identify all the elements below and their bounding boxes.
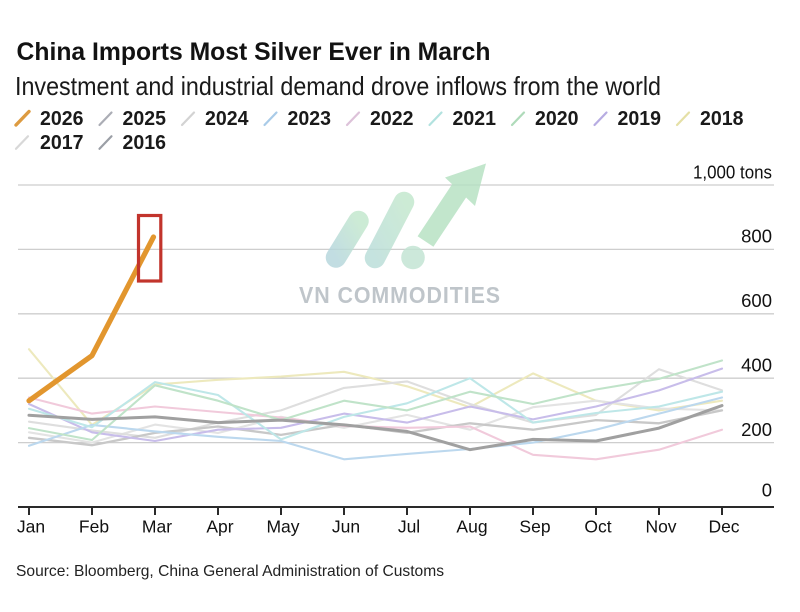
svg-text:400: 400 <box>741 355 772 376</box>
svg-text:Investment and industrial dema: Investment and industrial demand drove i… <box>15 71 661 101</box>
svg-text:Nov: Nov <box>645 517 676 537</box>
svg-text:200: 200 <box>741 419 772 440</box>
svg-text:Oct: Oct <box>584 517 611 537</box>
svg-text:Apr: Apr <box>206 517 233 537</box>
svg-text:2016: 2016 <box>123 132 167 154</box>
svg-text:800: 800 <box>741 226 772 247</box>
svg-text:Mar: Mar <box>142 517 172 537</box>
svg-text:2026: 2026 <box>40 108 84 130</box>
svg-text:Jul: Jul <box>398 517 420 537</box>
svg-text:Dec: Dec <box>708 517 739 537</box>
svg-text:2024: 2024 <box>205 108 249 130</box>
svg-text:2025: 2025 <box>123 108 167 130</box>
svg-text:2019: 2019 <box>618 108 662 130</box>
svg-text:2020: 2020 <box>535 108 579 130</box>
svg-text:2022: 2022 <box>370 108 414 130</box>
svg-text:Jun: Jun <box>332 517 360 537</box>
svg-text:VN COMMODITIES: VN COMMODITIES <box>299 282 501 308</box>
svg-text:2017: 2017 <box>40 132 84 154</box>
svg-text:2021: 2021 <box>453 108 497 130</box>
svg-text:0: 0 <box>762 480 772 501</box>
svg-text:Jan: Jan <box>17 517 45 537</box>
svg-text:2023: 2023 <box>288 108 332 130</box>
svg-text:600: 600 <box>741 290 772 311</box>
svg-text:China Imports Most Silver Ever: China Imports Most Silver Ever in March <box>17 38 491 66</box>
svg-text:Sep: Sep <box>519 517 550 537</box>
svg-text:1,000 tons: 1,000 tons <box>693 161 772 182</box>
svg-text:2018: 2018 <box>700 108 744 130</box>
svg-text:May: May <box>266 517 299 537</box>
svg-text:Source: Bloomberg, China Gener: Source: Bloomberg, China General Adminis… <box>16 563 444 580</box>
svg-text:Aug: Aug <box>456 517 487 537</box>
svg-text:Feb: Feb <box>79 517 109 537</box>
